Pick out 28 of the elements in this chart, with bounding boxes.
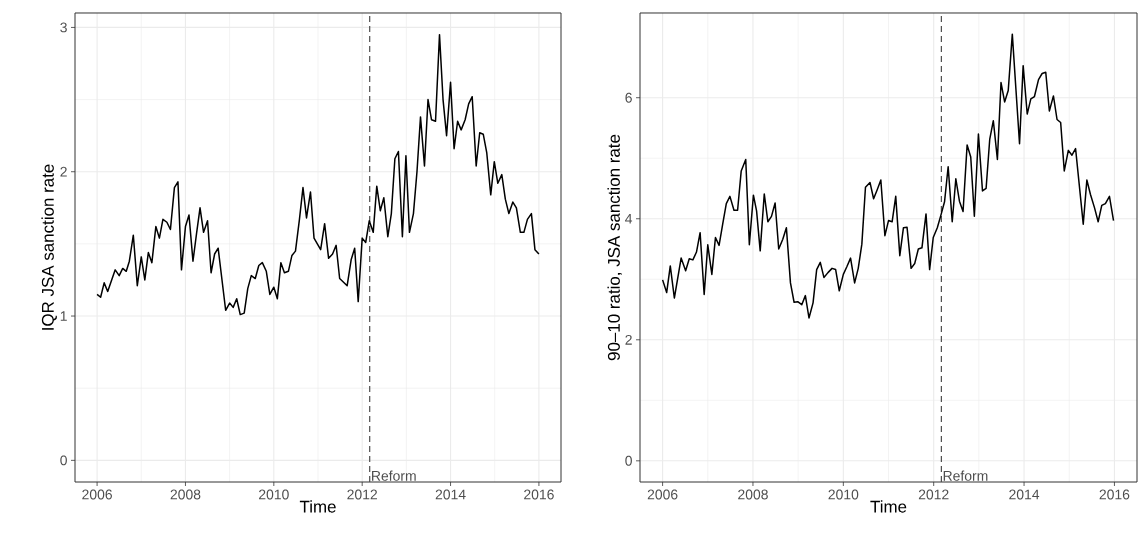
- y-tick-label: 6: [625, 92, 632, 103]
- line-series: [96, 33, 540, 316]
- y-tick-label: 2: [60, 166, 67, 177]
- y-tick-label: 2: [625, 334, 632, 345]
- ref-line-label: Reform: [943, 470, 988, 481]
- x-tick-label: 2012: [347, 489, 377, 500]
- y-tick-label: 0: [60, 455, 67, 466]
- x-tick-label: 2014: [435, 489, 466, 500]
- y-axis-title: 90–10 ratio, JSA sanction rate: [607, 134, 622, 361]
- x-tick-label: 2010: [828, 489, 859, 500]
- y-tick-label: 1: [60, 311, 67, 321]
- y-tick-label: 4: [625, 213, 633, 224]
- ref-line-label: Reform: [372, 470, 416, 481]
- x-tick-label: 2014: [1009, 489, 1040, 500]
- x-tick-label: 2016: [1099, 489, 1130, 500]
- line-series: [661, 33, 1115, 319]
- x-tick-label: 2006: [647, 489, 678, 500]
- x-tick-label: 2008: [738, 489, 768, 500]
- y-axis-title: IQR JSA sanction rate: [41, 164, 57, 330]
- x-axis-title: Time: [299, 500, 336, 513]
- x-tick-label: 2012: [918, 489, 949, 500]
- y-tick-label: 3: [60, 22, 67, 33]
- x-tick-label: 2006: [82, 489, 112, 500]
- x-tick-label: 2008: [170, 489, 201, 500]
- x-tick-label: 2016: [524, 489, 554, 500]
- x-axis-title: Time: [870, 500, 907, 513]
- x-tick-label: 2010: [259, 489, 289, 500]
- y-tick-label: 0: [625, 455, 632, 466]
